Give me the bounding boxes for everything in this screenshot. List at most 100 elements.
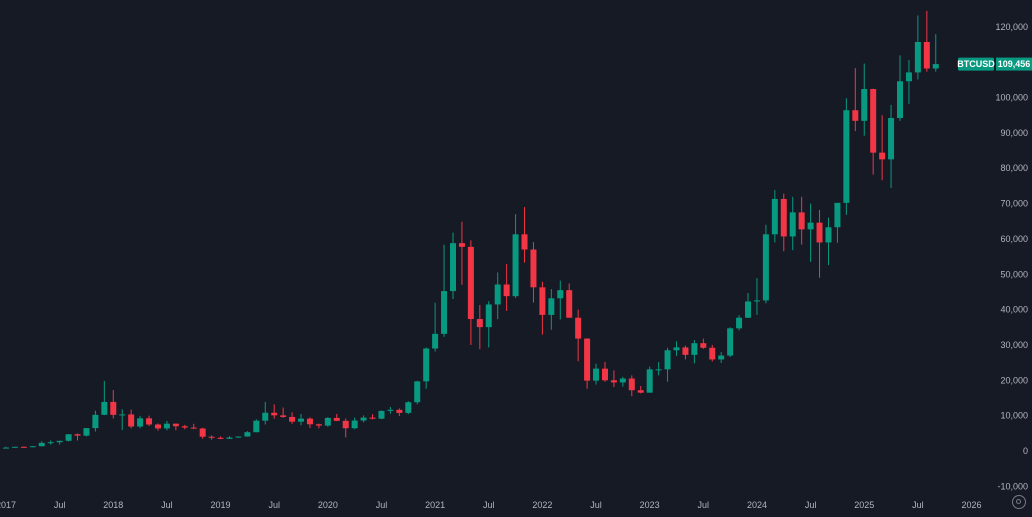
candles-layer — [3, 10, 939, 449]
candle-body — [146, 418, 153, 425]
time-tick-label: 2019 — [211, 500, 231, 510]
candle-body — [110, 401, 117, 415]
time-axis[interactable]: 2017 Jul 2018 Jul 2019 Jul 2020 Jul 2021 Jul 2022 J… — [0, 500, 982, 510]
candle-body — [467, 246, 474, 320]
time-tick-label: Jul — [376, 500, 388, 510]
candle-body — [92, 414, 99, 429]
time-tick-label: 2020 — [318, 500, 338, 510]
candle-body — [226, 437, 233, 439]
price-tick-label: 50,000 — [1000, 269, 1028, 279]
time-tick-label: 2024 — [747, 500, 767, 510]
candle-body — [450, 243, 456, 292]
candle-body — [870, 89, 877, 153]
candle-body — [163, 423, 170, 429]
candle-body — [780, 198, 787, 237]
candle-body — [879, 152, 886, 160]
candle-body — [199, 428, 206, 437]
candle-body — [610, 380, 617, 383]
candle-body — [932, 64, 939, 69]
candle-body — [700, 343, 707, 348]
candle-body — [619, 378, 626, 383]
candle-body — [745, 301, 752, 318]
candle-body — [566, 290, 573, 318]
candle-body — [128, 414, 135, 427]
candle-body — [530, 249, 537, 288]
time-tick-label: 2025 — [854, 500, 874, 510]
candle-body — [771, 198, 778, 235]
candle-body — [65, 434, 72, 441]
candle-body — [834, 202, 841, 228]
candle-body — [280, 415, 287, 417]
candle-body — [333, 417, 340, 421]
price-axis[interactable]: -10,000 0 10,000 20,000 30,000 40,000 50,000 60… — [995, 22, 1028, 492]
candle-body — [360, 417, 367, 421]
candle-body — [29, 446, 36, 448]
candle-body — [315, 424, 322, 426]
candle-body — [154, 424, 161, 429]
candle-body — [664, 350, 671, 370]
candle-body — [74, 434, 81, 436]
candle-body — [208, 436, 215, 438]
time-tick-label: 2018 — [103, 500, 123, 510]
candle-body — [119, 414, 126, 416]
last-price-label: 109,456 — [998, 59, 1031, 69]
candle-body — [83, 428, 90, 436]
candle-body — [637, 390, 644, 393]
price-tick-label: 30,000 — [1000, 340, 1028, 350]
candle-body — [503, 284, 510, 297]
candle-body — [593, 368, 600, 381]
candle-body — [38, 442, 45, 447]
symbol-label: BTCUSD — [957, 59, 995, 69]
settings-gear-icon[interactable] — [1012, 495, 1026, 509]
candle-body — [852, 110, 859, 121]
candle-body — [646, 369, 653, 393]
candle-body — [476, 319, 483, 328]
candle-body — [736, 317, 743, 329]
candle-body — [807, 222, 814, 230]
candle-body — [298, 418, 305, 422]
candle-body — [843, 110, 850, 203]
price-tick-label: 10,000 — [1000, 411, 1028, 421]
candle-body — [441, 291, 448, 334]
candle-body — [548, 298, 555, 315]
candle-body — [628, 378, 635, 391]
candle-body — [575, 317, 582, 339]
candle-body — [539, 287, 546, 315]
candle-body — [271, 412, 278, 416]
candle-body — [673, 347, 680, 351]
candle-body — [727, 328, 734, 356]
candle-body — [101, 401, 108, 415]
candle-body — [289, 416, 296, 422]
candle-body — [753, 300, 760, 302]
price-tick-label: 100,000 — [995, 93, 1028, 103]
candle-body — [172, 423, 179, 427]
candle-body — [387, 409, 394, 411]
price-tick-label: 70,000 — [1000, 199, 1028, 209]
candle-body — [11, 446, 18, 448]
candle-body — [584, 338, 591, 381]
time-tick-label: 2023 — [640, 500, 660, 510]
candle-body — [244, 432, 251, 437]
candle-body — [512, 234, 519, 297]
price-tick-label: 80,000 — [1000, 163, 1028, 173]
candle-body — [923, 42, 930, 69]
time-tick-label: 2017 — [0, 500, 16, 510]
candle-body — [432, 333, 439, 349]
candle-body — [181, 426, 188, 428]
candle-body — [601, 368, 608, 381]
candle-body — [396, 409, 403, 413]
candle-body — [485, 304, 492, 328]
candle-body — [521, 234, 528, 250]
price-tick-label: 90,000 — [1000, 128, 1028, 138]
candle-body — [414, 381, 421, 403]
candle-body — [20, 446, 27, 448]
time-tick-label: Jul — [268, 500, 280, 510]
candle-body — [342, 420, 349, 429]
candle-body — [3, 447, 9, 449]
candle-body — [816, 222, 823, 243]
time-tick-label: Jul — [54, 500, 66, 510]
last-price-badge: BTCUSD 109,456 — [957, 57, 1032, 71]
candle-body — [190, 427, 197, 429]
